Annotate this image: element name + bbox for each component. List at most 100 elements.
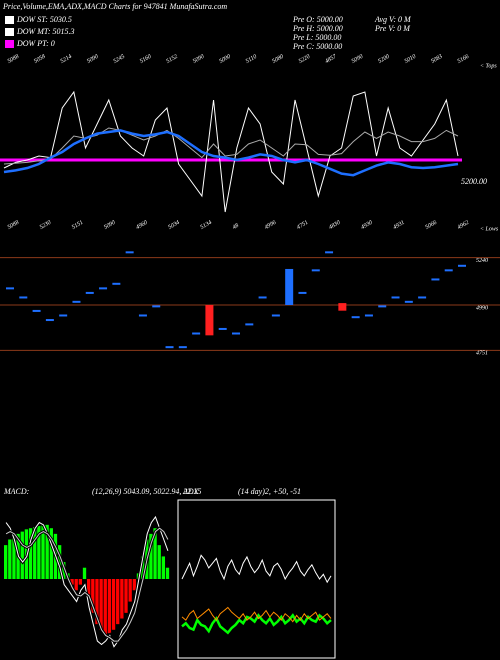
histogram-bar — [70, 579, 74, 585]
candle — [6, 287, 14, 290]
histogram-bar — [74, 579, 78, 591]
histogram-bar — [149, 533, 153, 579]
y-tick-label: 4751 — [476, 350, 488, 357]
top-label: 5090 — [351, 54, 364, 65]
histogram-bar — [132, 579, 136, 591]
histogram-bar — [78, 579, 83, 585]
top-label: 5160 — [139, 54, 152, 65]
histogram-bar — [8, 539, 12, 579]
histogram-bar — [41, 524, 45, 579]
panel-label: ADX — [182, 487, 200, 496]
histogram-bar — [107, 579, 112, 634]
adx-line — [181, 606, 332, 623]
candle — [364, 314, 373, 317]
top-label: 5058 — [33, 54, 46, 65]
top-label: 5090 — [86, 54, 99, 65]
top-label: 5088 — [7, 54, 20, 65]
adx-line — [181, 554, 332, 584]
panel-params: (14 day)2, +50, -51 — [238, 487, 301, 496]
histogram-bar — [28, 528, 33, 579]
candle — [152, 305, 161, 308]
y-tick-label: 5200.00 — [461, 177, 487, 186]
histogram-bar — [45, 524, 49, 579]
candle — [391, 296, 400, 299]
low-label: 4830 — [328, 219, 342, 231]
top-label: 5090 — [218, 54, 231, 65]
candle — [192, 332, 201, 335]
candle — [59, 314, 68, 317]
candle — [404, 300, 413, 303]
info-text: Pre L: 5000.00 — [292, 33, 341, 42]
histogram-bar — [87, 579, 91, 602]
top-label: 5214 — [59, 53, 73, 65]
info-text: Avg V: 0 M — [374, 15, 412, 24]
signal-line — [5, 527, 169, 642]
histogram-bar — [99, 579, 103, 630]
lows-label: < Lows — [480, 226, 499, 232]
candle — [19, 296, 28, 299]
candle — [85, 291, 94, 294]
tops-label: < Tops — [480, 63, 497, 69]
candle — [112, 282, 121, 285]
legend-label: DOW MT: 5015.3 — [16, 27, 75, 36]
candle — [311, 269, 320, 272]
price-line — [3, 90, 459, 213]
info-text: Pre C: 5000.00 — [292, 42, 342, 51]
price-line — [3, 127, 459, 165]
candle — [178, 346, 187, 349]
panel-params: (12,26,9) 5043.09, 5022.94, 22.15 — [92, 487, 201, 496]
histogram-bar — [12, 536, 16, 579]
candle — [285, 268, 294, 305]
histogram-bar — [37, 525, 41, 579]
low-label: 4996 — [263, 219, 277, 231]
histogram-bar — [161, 556, 166, 579]
info-text: Pre V: 0 M — [374, 24, 411, 33]
top-label: 4857 — [324, 52, 339, 65]
histogram-bar — [57, 545, 62, 579]
candle — [218, 327, 227, 330]
candle — [431, 278, 440, 281]
legend-label: DOW ST: 5030.5 — [16, 15, 72, 24]
y-tick-label: 4990 — [476, 304, 488, 311]
histogram-bar — [20, 531, 24, 579]
candle — [125, 251, 134, 254]
low-label: 5066 — [425, 220, 438, 231]
low-label: 5034 — [167, 219, 181, 231]
candle — [138, 314, 147, 317]
low-label: 5151 — [71, 220, 84, 231]
candle — [378, 305, 387, 308]
histogram-bar — [103, 579, 107, 636]
top-label: 5245 — [112, 53, 126, 65]
histogram-bar — [124, 579, 128, 613]
candle — [444, 269, 453, 272]
low-label: 4931 — [392, 219, 406, 231]
low-label: 5134 — [199, 219, 213, 231]
histogram-bar — [165, 567, 170, 579]
top-label: 5110 — [245, 54, 258, 65]
histogram-bar — [82, 567, 87, 579]
histogram-bar — [95, 579, 99, 625]
top-label: 5152 — [166, 54, 179, 65]
candle — [351, 316, 360, 319]
low-label: 4751 — [295, 219, 309, 231]
candle — [245, 323, 254, 326]
top-label: 5080 — [271, 54, 284, 65]
panel-label: MACD: — [3, 487, 30, 496]
legend-swatch — [5, 40, 14, 48]
low-label: 4930 — [360, 219, 374, 231]
histogram-bar — [49, 528, 53, 579]
candle — [205, 305, 214, 336]
candle — [458, 264, 466, 267]
candle — [232, 332, 240, 335]
chart-title: Price,Volume,EMA,ADX,MACD Charts for 947… — [2, 2, 227, 11]
adx-line — [181, 613, 332, 635]
candle — [418, 296, 427, 299]
top-label: 5083 — [430, 54, 443, 65]
panel-frame — [177, 499, 336, 659]
low-label: 48 — [231, 222, 240, 231]
low-label: 5230 — [39, 220, 52, 231]
histogram-bar — [153, 528, 157, 579]
top-label: 5010 — [404, 54, 417, 65]
histogram-bar — [157, 545, 161, 579]
